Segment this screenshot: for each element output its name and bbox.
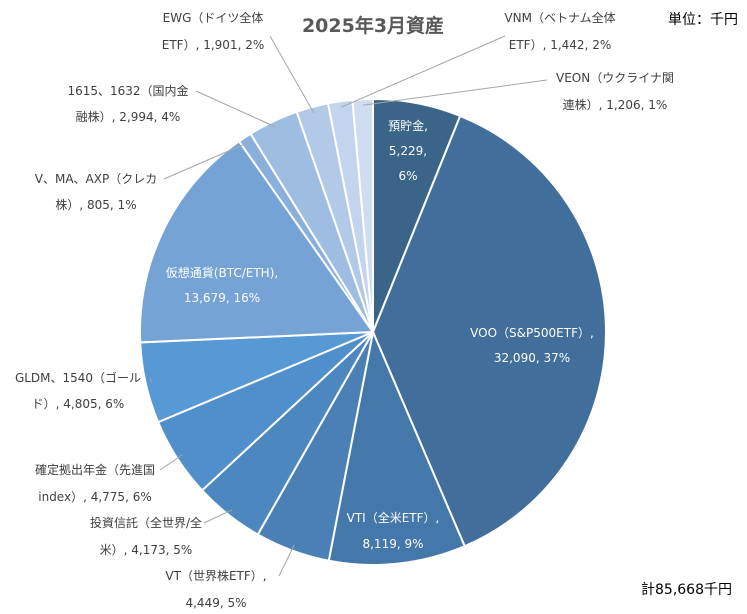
leader-line-11 <box>340 35 506 108</box>
data-label-11: VNM（ベトナム全体 ETF）, 1,442, 2% <box>504 10 615 52</box>
slice-labels: 預貯金, 5,229, 6% VOO（S&P500ETF）, 32,090, 37% VT… <box>15 10 674 610</box>
data-label-4: 投資信託（全世界/全米）, 4,173, 5% <box>90 515 202 557</box>
data-label-0: 預貯金, 5,229, 6% <box>388 118 428 183</box>
leader-line-4 <box>203 509 233 524</box>
leader-line-5 <box>159 454 183 471</box>
data-label-1: VOO（S&P500ETF）, 32,090, 37% <box>470 326 594 365</box>
pie-slice-1 <box>371 114 607 548</box>
total-label: 計85,668千円 <box>641 582 732 598</box>
leader-line-12 <box>362 79 548 106</box>
leader-line-6 <box>149 377 152 382</box>
pie-slice-12 <box>351 97 374 333</box>
data-label-8: V、MA、AXP（クレカ株）, 805, 1% <box>35 172 157 212</box>
leader-lines <box>149 35 548 577</box>
data-label-9: 1615、1632（国内金融株）, 2,994, 4% <box>67 83 188 124</box>
data-label-10: EWG（ドイツ全体 ETF）, 1,901, 2% <box>162 10 264 52</box>
data-label-12: VEON（ウクライナ関連株）, 1,206, 1% <box>556 71 674 112</box>
leader-line-8 <box>163 142 249 180</box>
leader-line-3 <box>278 544 295 577</box>
pie-slices <box>139 97 607 566</box>
data-label-6: GLDM、1540（ゴールド）, 4,805, 6% <box>15 370 141 411</box>
leader-line-10 <box>269 35 315 114</box>
data-label-2: VTI（全米ETF）, 8,119, 9% <box>347 510 440 551</box>
data-label-7: 仮想通貨(BTC/ETH), 13,679, 16% <box>166 265 278 305</box>
unit-label: 単位：千円 <box>668 12 738 28</box>
pie-slice-7 <box>139 139 375 344</box>
leader-line-9 <box>195 90 276 128</box>
chart-title: 2025年3月資産 <box>302 14 444 37</box>
data-label-3: VT（世界株ETF）, 4,449, 5% <box>165 568 266 610</box>
data-label-5: 確定拠出年金（先進国 index）, 4,775, 6% <box>35 462 155 504</box>
